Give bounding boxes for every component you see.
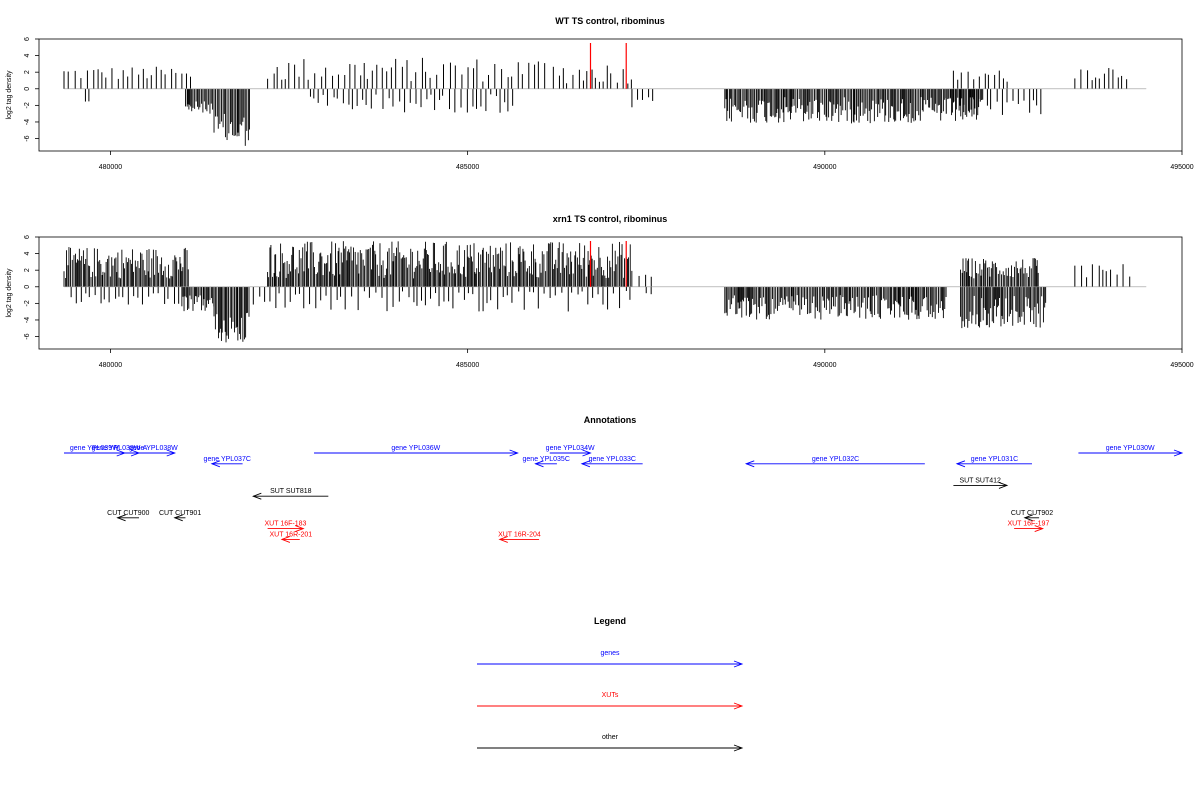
feature-label: gene YPL034W [546, 445, 595, 452]
xrn1-y-axis: -6 -4 -2 0 2 4 6 [24, 235, 39, 340]
wt-density-panel: WT TS control, ribominus log2 tag densit… [6, 16, 1194, 171]
feature-arrow [1014, 525, 1044, 533]
wt-density-bars [63, 57, 1128, 146]
y-tick-label: 6 [24, 37, 31, 41]
feature-label: gene YPL035C [523, 456, 570, 463]
annotations-title: Annotations [584, 415, 637, 425]
feature-arrow [173, 514, 186, 522]
feature-label: gene YPL038W-A [91, 445, 147, 452]
y-tick-label: 0 [24, 87, 31, 91]
y-tick-label: 2 [24, 268, 31, 272]
x-tick-label: 490000 [813, 164, 836, 171]
feature-label: SUT SUT412 [959, 477, 1001, 484]
xrn1-plot-frame [38, 236, 1183, 350]
legend-title: Legend [594, 616, 626, 626]
x-tick-label: 485000 [456, 164, 479, 171]
xrn1-density-bars [63, 241, 1131, 343]
feature-arrow [955, 460, 1032, 468]
feature-arrow [1078, 449, 1184, 457]
legend-label: other [602, 734, 619, 741]
y-tick-label: -4 [24, 317, 31, 323]
x-tick-label: 495000 [1170, 164, 1193, 171]
y-tick-label: 4 [24, 252, 31, 256]
xrn1-panel-title: xrn1 TS control, ribominus [553, 214, 668, 224]
feature-label: XUT 16F-183 [265, 521, 307, 528]
feature-arrow [210, 460, 243, 468]
y-tick-label: 2 [24, 70, 31, 74]
y-tick-label: -4 [24, 119, 31, 125]
feature-label: CUT CUT900 [107, 510, 149, 517]
feature-arrow [280, 535, 300, 543]
feature-arrow [534, 460, 557, 468]
feature-arrow [498, 535, 540, 543]
xrn1-y-axis-label: log2 tag density [6, 268, 13, 318]
feature-label: XUT 16F-197 [1007, 521, 1049, 528]
feature-arrow [314, 449, 519, 457]
wt-x-axis: 480000 485000 490000 495000 [99, 151, 1194, 171]
feature-arrow [116, 514, 140, 522]
wt-y-axis-label: log2 tag density [6, 70, 13, 120]
x-tick-label: 485000 [456, 362, 479, 369]
y-tick-label: 4 [24, 54, 31, 58]
legend-label: genes [600, 650, 620, 657]
feature-label: CUT CUT901 [159, 510, 201, 517]
feature-label: CUT CUT902 [1011, 510, 1053, 517]
legend-entries: genes XUTs other [477, 650, 744, 752]
feature-arrow [131, 449, 177, 457]
xrn1-highlight-marks [589, 241, 627, 287]
x-tick-label: 480000 [99, 164, 122, 171]
feature-label: gene YPL039W [70, 445, 119, 452]
feature-label: gene YPL033C [589, 456, 636, 463]
y-tick-label: -2 [24, 102, 31, 108]
y-tick-label: -6 [24, 135, 31, 141]
y-tick-label: -2 [24, 300, 31, 306]
legend-arrow [477, 702, 744, 710]
feature-label: gene YPL032C [812, 456, 859, 463]
y-tick-label: -6 [24, 333, 31, 339]
wt-y-axis: -6 -4 -2 0 2 4 6 [24, 37, 39, 142]
wt-plot-frame [38, 38, 1183, 152]
x-tick-label: 495000 [1170, 362, 1193, 369]
legend: Legend genes XUTs other [477, 616, 744, 752]
feature-arrow [252, 492, 329, 500]
xrn1-density-panel: xrn1 TS control, ribominus log2 tag dens… [6, 214, 1194, 369]
feature-label: XUT 16R-201 [269, 531, 312, 538]
feature-arrow [1023, 514, 1040, 522]
feature-label: gene YPL036W [391, 445, 440, 452]
x-tick-label: 480000 [99, 362, 122, 369]
feature-arrow [549, 449, 592, 457]
feature-label: gene YPL037C [204, 456, 251, 463]
feature-label: XUT 16R-204 [498, 531, 541, 538]
x-tick-label: 490000 [813, 362, 836, 369]
xrn1-x-axis: 480000 485000 490000 495000 [99, 349, 1194, 369]
feature-label: gene YPL030W [1106, 445, 1155, 452]
feature-arrow [953, 481, 1009, 489]
feature-arrow [580, 460, 643, 468]
feature-label: SUT SUT818 [270, 488, 312, 495]
y-tick-label: 0 [24, 285, 31, 289]
feature-label: gene YPL031C [971, 456, 1018, 463]
wt-highlight-marks [589, 43, 627, 89]
feature-arrow [744, 460, 925, 468]
y-tick-label: 6 [24, 235, 31, 239]
feature-arrow [267, 525, 305, 533]
wt-panel-title: WT TS control, ribominus [555, 16, 665, 26]
legend-arrow [477, 744, 744, 752]
legend-arrow [477, 660, 744, 668]
feature-label: gene YPL038W [129, 445, 178, 452]
legend-label: XUTs [602, 692, 619, 699]
